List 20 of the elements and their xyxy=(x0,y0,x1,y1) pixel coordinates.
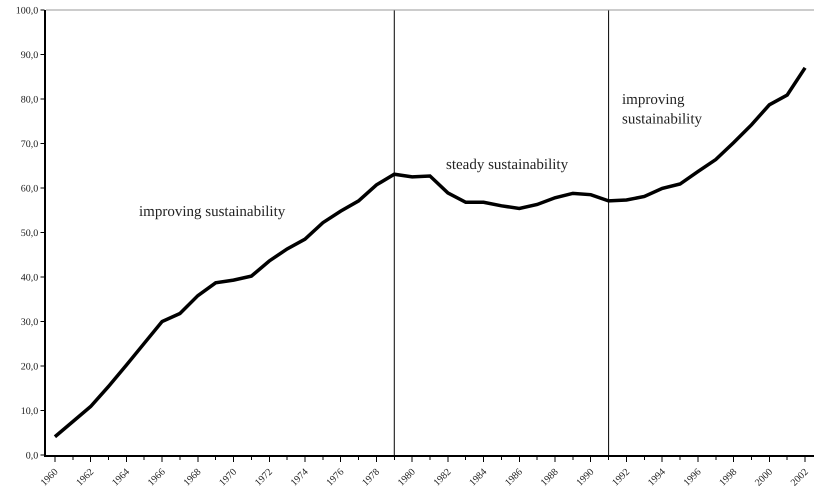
y-tick-label: 10,0 xyxy=(20,406,38,417)
annotation: steady sustainability xyxy=(446,157,569,173)
y-tick-label: 0,0 xyxy=(26,450,38,462)
x-tick-label: 1992 xyxy=(610,466,632,489)
annotation: improving sustainability xyxy=(139,204,286,220)
x-tick-label: 1974 xyxy=(288,466,311,489)
y-tick-label: 50,0 xyxy=(20,228,38,239)
annotation: improving sustainability xyxy=(622,92,702,128)
y-tick-label: 80,0 xyxy=(20,94,38,106)
y-tick-label: 60,0 xyxy=(20,184,38,194)
y-tick-label: 40,0 xyxy=(20,272,38,284)
y-tick-label: 100,0 xyxy=(16,6,38,16)
y-tick-label: 20,0 xyxy=(20,362,38,372)
x-tick-label: 1960 xyxy=(38,466,61,489)
x-tick-label: 1988 xyxy=(538,466,561,489)
y-tick-label: 30,0 xyxy=(20,317,38,328)
y-tick-label: 70,0 xyxy=(20,139,38,150)
x-tick-label: 1978 xyxy=(360,466,382,489)
x-tick-label: 1970 xyxy=(217,466,240,489)
y-tick-label: 90,0 xyxy=(20,50,38,61)
